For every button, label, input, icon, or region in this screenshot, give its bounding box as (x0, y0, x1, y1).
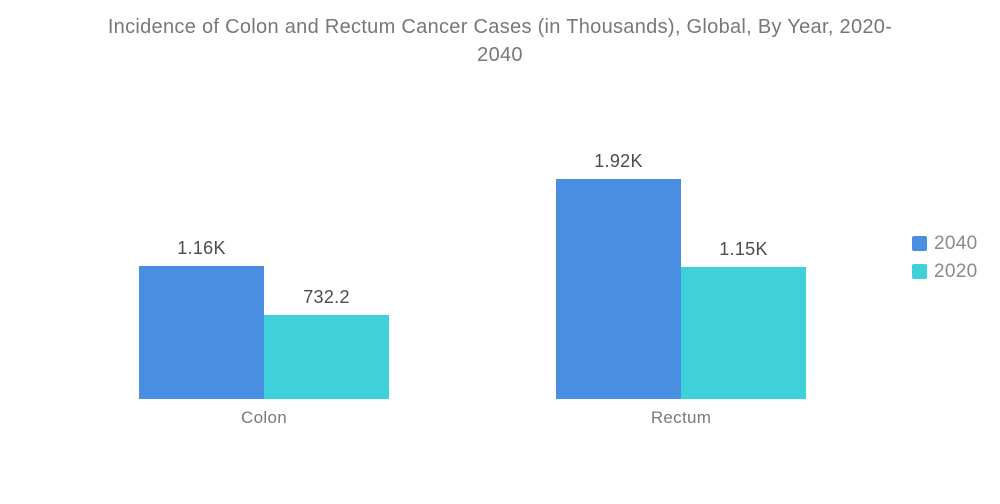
category-label-rectum: Rectum (650, 408, 712, 427)
bar-rectum-2020 (681, 267, 806, 399)
legend: 2040 2020 (912, 233, 977, 289)
legend-item-2020: 2020 (912, 261, 977, 282)
value-label-rectum-2020: 1.15K (719, 239, 768, 260)
value-label-colon-2020: 732.2 (303, 287, 350, 308)
bar-colon-2020 (264, 315, 389, 399)
legend-label: 2040 (934, 233, 978, 254)
value-label-rectum-2040: 1.92K (594, 151, 643, 171)
legend-swatch-icon (912, 264, 927, 279)
chart-title: Incidence of Colon and Rectum Cancer Cas… (107, 16, 893, 66)
legend-swatch-icon (912, 236, 927, 251)
bar-colon-2040 (139, 266, 264, 399)
value-label-colon-2040: 1.16K (177, 238, 226, 259)
bar-rectum-2040 (556, 179, 681, 399)
category-label-colon: Colon (241, 408, 287, 427)
legend-label: 2020 (934, 261, 978, 282)
legend-item-2040: 2040 (912, 233, 977, 254)
